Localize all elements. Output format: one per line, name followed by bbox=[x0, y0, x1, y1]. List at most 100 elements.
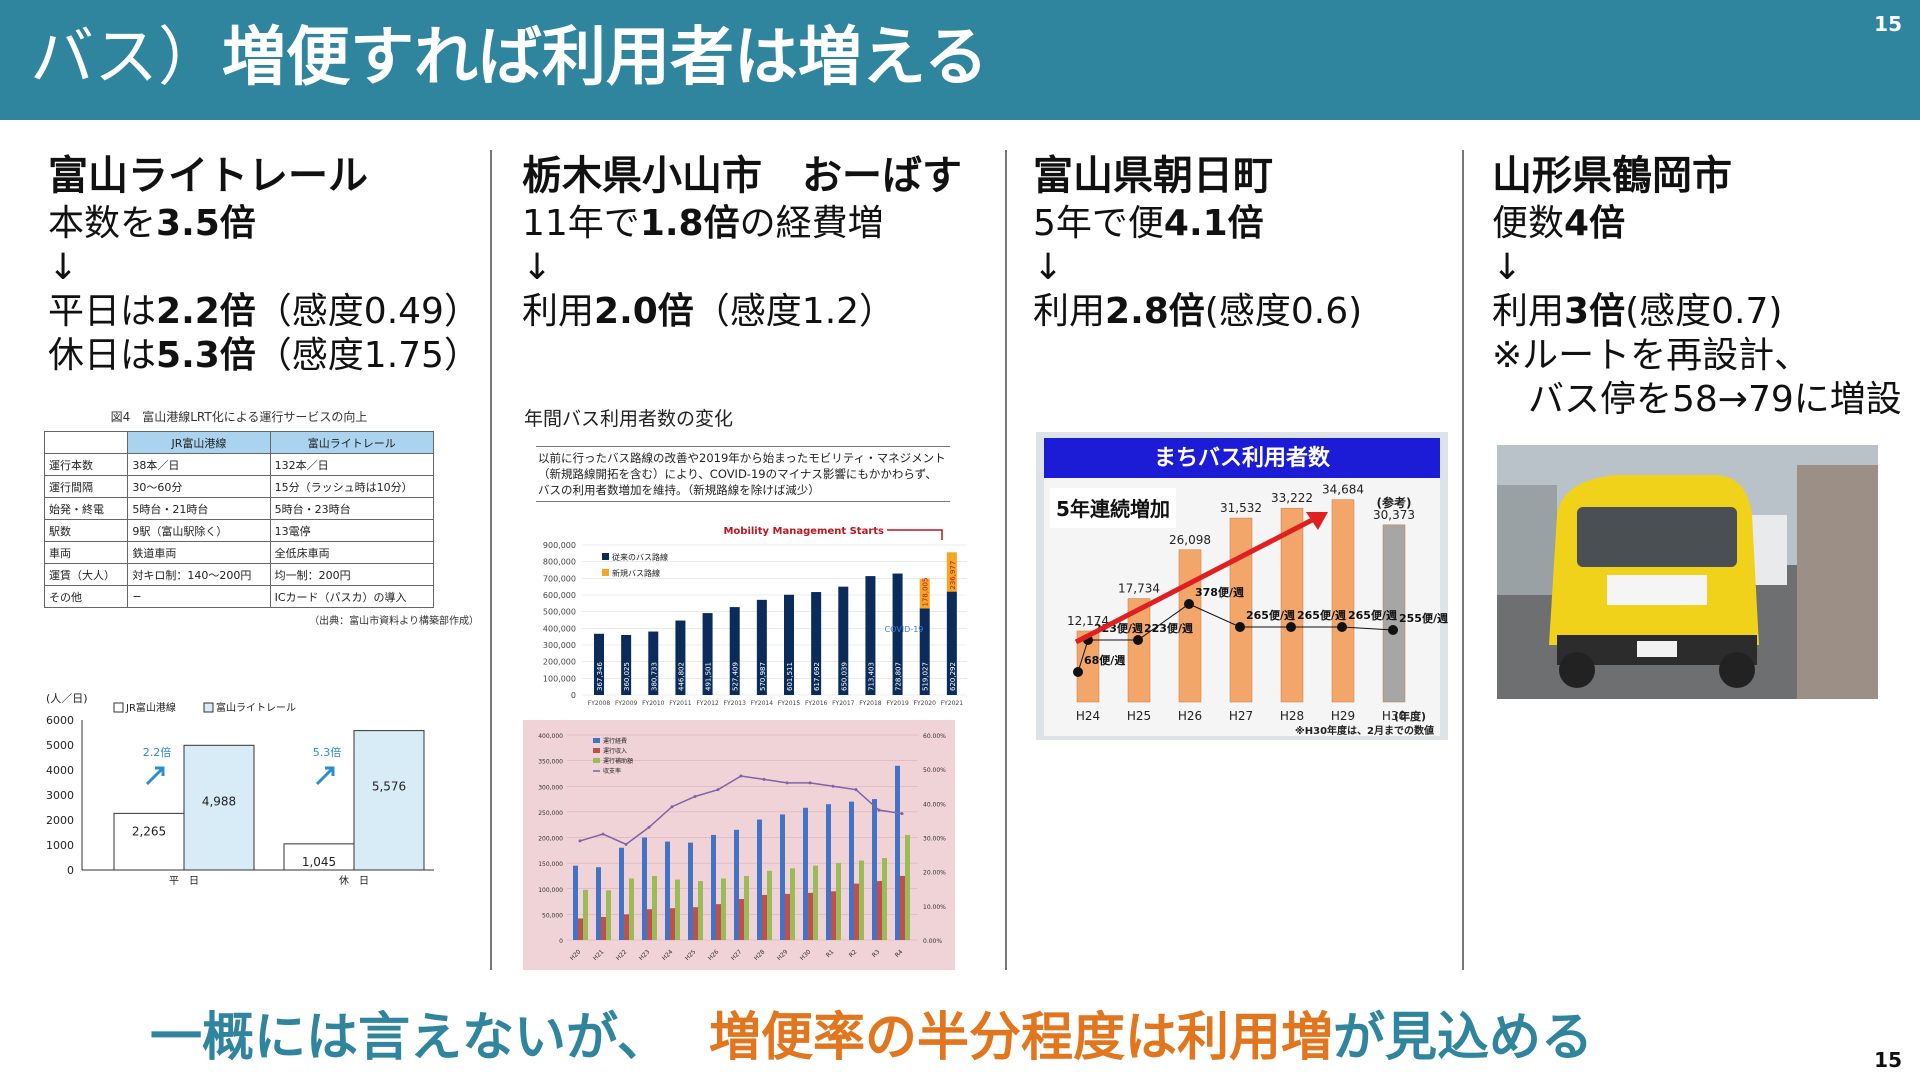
bar-cost bbox=[849, 801, 854, 940]
bar-existing bbox=[946, 591, 957, 695]
y-axis-label: (人／日) bbox=[46, 692, 88, 705]
y-tick-label: 2000 bbox=[46, 814, 74, 827]
bar-value-label: 30,373 bbox=[1373, 508, 1415, 522]
bar-income bbox=[900, 875, 905, 940]
x-tick-label: FY2021 bbox=[941, 700, 964, 707]
bar-value-label: 617,692 bbox=[813, 662, 821, 691]
y-tick-label: 1000 bbox=[46, 839, 74, 852]
case-heading: 山形県鶴岡市 bbox=[1492, 153, 1732, 199]
bar-cost bbox=[734, 829, 739, 940]
bar-jr bbox=[113, 812, 185, 871]
bar-existing bbox=[892, 573, 903, 695]
badge-label: 5年連続増加 bbox=[1056, 497, 1170, 521]
x-tick-label: FY2015 bbox=[778, 700, 801, 707]
bar-users bbox=[1280, 507, 1304, 703]
trips-point bbox=[1184, 599, 1194, 609]
y2-tick-label: 50.00% bbox=[923, 767, 946, 774]
bar-income bbox=[808, 892, 813, 940]
y2-tick-label: 20.00% bbox=[923, 870, 946, 877]
line-point bbox=[785, 781, 789, 785]
bar-subsidy bbox=[859, 860, 864, 940]
trips-label: 265便/週 bbox=[1297, 608, 1346, 622]
x-tick-label: H25 bbox=[1127, 709, 1151, 723]
bar-existing bbox=[784, 594, 794, 695]
bar-subsidy bbox=[629, 878, 634, 940]
chart-note: 以前に行ったバス路線の改善や2019年から始まったモビリティ・マネジメント（新規… bbox=[536, 446, 950, 502]
bar-income bbox=[854, 883, 859, 940]
line-point bbox=[877, 808, 881, 812]
bar-subsidy bbox=[790, 868, 795, 940]
slide-title-main: 増便すれば利用者は増える bbox=[222, 21, 989, 95]
column-divider bbox=[1005, 150, 1007, 970]
x-tick-label: FY2008 bbox=[588, 700, 611, 707]
bar-cost bbox=[780, 814, 785, 940]
x-tick-label: FY2012 bbox=[696, 700, 719, 707]
bar-subsidy bbox=[744, 875, 749, 940]
trips-point bbox=[1235, 622, 1245, 632]
x-tick-label: FY2016 bbox=[805, 700, 828, 707]
case-heading: 栃木県小山市 おーばす bbox=[522, 153, 962, 199]
bar-value-label: 601,511 bbox=[786, 662, 794, 691]
x-tick-label: 休 日 bbox=[339, 875, 369, 887]
case-note: ※ルートを再設計、 bbox=[1492, 335, 1811, 376]
page-number-bottom: 15 bbox=[1874, 1048, 1902, 1072]
badge-bg bbox=[1050, 488, 1176, 528]
bar-value-label: 12,174 bbox=[1067, 614, 1109, 628]
x-tick-label: FY2014 bbox=[751, 700, 774, 707]
bar-value-label: 2,265 bbox=[132, 824, 166, 838]
bar-cost bbox=[619, 847, 624, 940]
table-row: 運賃（大人） 対キロ制：140〜200円 均一制：200円 bbox=[43, 563, 435, 586]
line-point bbox=[854, 788, 858, 792]
trips-point bbox=[1133, 635, 1143, 645]
bar-value-label: 367,346 bbox=[596, 662, 604, 691]
covid-label: COVID-19 bbox=[885, 625, 924, 634]
bar-existing bbox=[811, 592, 822, 695]
bar-existing bbox=[729, 607, 740, 695]
bar-subsidy bbox=[606, 890, 611, 940]
legend-swatch bbox=[602, 569, 609, 576]
legend-swatch bbox=[602, 553, 609, 560]
bar-value-label: 34,684 bbox=[1322, 483, 1364, 497]
bar-value-label: 4,988 bbox=[202, 794, 236, 808]
bar-subsidy bbox=[675, 879, 680, 940]
bar-cost bbox=[895, 765, 900, 940]
bar-income bbox=[877, 881, 882, 940]
x-tick-label: R2 bbox=[848, 948, 859, 959]
growth-label: 2.2倍 bbox=[143, 745, 172, 759]
bar-value-label: 491,501 bbox=[705, 662, 713, 691]
y-tick-label: 200,000 bbox=[538, 836, 563, 843]
x-tick-label: FY2017 bbox=[832, 700, 855, 707]
legend-label: 富山ライトレール bbox=[216, 701, 296, 714]
legend-swatch bbox=[203, 702, 214, 713]
case-line: 本数を3.5倍 bbox=[48, 203, 256, 244]
y-tick-label: 300,000 bbox=[538, 784, 563, 791]
bar-existing bbox=[919, 608, 930, 695]
bus-photo-image bbox=[1497, 445, 1878, 699]
conclusion-part1: 一概には言えないが、 bbox=[150, 1008, 669, 1068]
legend-label: JR富山港線 bbox=[125, 701, 176, 714]
bar-users bbox=[1229, 517, 1253, 703]
bar-cost bbox=[688, 842, 693, 940]
chart-title-bar bbox=[1044, 438, 1440, 478]
y2-tick-label: 40.00% bbox=[923, 801, 946, 808]
table-row: 運行本数 38本／日 132本／日 bbox=[43, 453, 435, 476]
y-tick-label: 500,000 bbox=[543, 608, 576, 617]
case-line: 利用2.0倍（感度1.2） bbox=[522, 291, 896, 332]
bar-value-label: 570,987 bbox=[759, 662, 767, 691]
bar-existing bbox=[675, 620, 686, 695]
x-tick-label: FY2011 bbox=[669, 700, 692, 707]
bar-cost bbox=[826, 804, 831, 940]
trips-label: 265便/週 bbox=[1348, 608, 1397, 622]
bar-subsidy bbox=[652, 875, 657, 940]
bar-value-label: 360,025 bbox=[623, 662, 631, 691]
table-row: その他 − ICカード（パスカ）の導入 bbox=[43, 585, 435, 608]
slide-title: バス）増便すれば利用者は増える bbox=[30, 18, 988, 98]
chart-title: 年間バス利用者数の変化 bbox=[524, 408, 734, 430]
case-line: 利用3倍(感度0.7) bbox=[1492, 291, 1783, 332]
case-heading: 富山ライトレール bbox=[48, 153, 368, 199]
case-line: 便数4倍 bbox=[1492, 203, 1626, 244]
x-tick-label: FY2010 bbox=[642, 700, 665, 707]
bar-cost bbox=[757, 819, 762, 940]
bar-income bbox=[624, 914, 629, 940]
conclusion-highlight: 増便率の半分程度は利用増 bbox=[708, 1008, 1333, 1068]
